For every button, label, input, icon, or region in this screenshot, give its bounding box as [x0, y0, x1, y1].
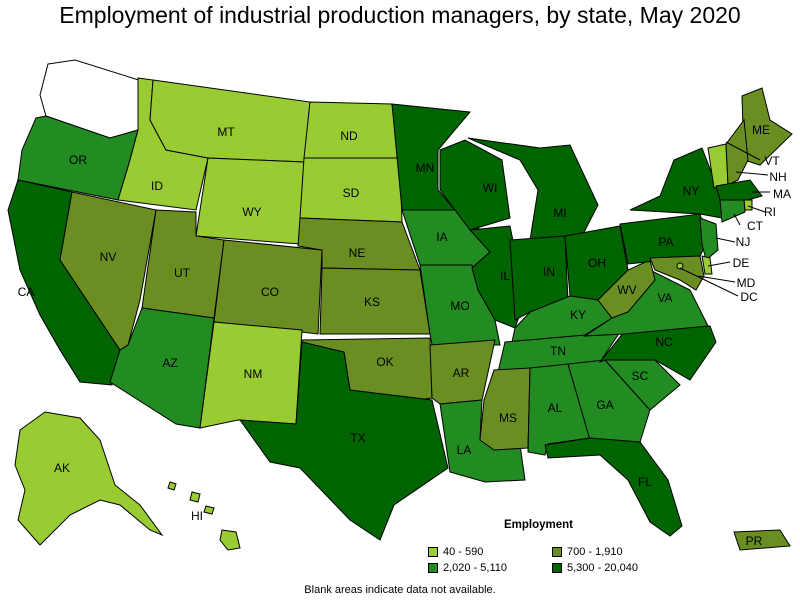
- state-label-al: AL: [548, 401, 563, 415]
- state-nj[interactable]: [699, 217, 719, 261]
- state-tx[interactable]: [238, 341, 449, 541]
- state-label-ca: CA: [18, 285, 35, 299]
- state-label-ky: KY: [570, 308, 586, 322]
- state-label-me: ME: [752, 123, 770, 137]
- state-label-nc: NC: [655, 335, 673, 349]
- state-label-mn: MN: [416, 161, 435, 175]
- state-label-nd: ND: [340, 129, 358, 143]
- state-label-id: ID: [151, 179, 163, 193]
- state-label-ia: IA: [436, 230, 447, 244]
- state-label-vt: VT: [764, 154, 780, 168]
- state-label-va: VA: [657, 291, 672, 305]
- state-label-wi: WI: [483, 181, 498, 195]
- state-label-ak: AK: [54, 461, 70, 475]
- legend-item: 40 - 590: [428, 546, 483, 558]
- state-ak[interactable]: [14, 411, 164, 546]
- state-label-pr: PR: [746, 534, 763, 548]
- state-label-sd: SD: [343, 186, 360, 200]
- state-ga[interactable]: [567, 359, 651, 443]
- state-label-oh: OH: [588, 256, 606, 270]
- state-label-ga: GA: [596, 398, 613, 412]
- state-label-co: CO: [261, 285, 279, 299]
- legend-swatch: [552, 563, 562, 573]
- state-de[interactable]: [701, 255, 713, 275]
- footnote: Blank areas indicate data not available.: [304, 584, 496, 596]
- state-label-tx: TX: [350, 431, 365, 445]
- state-mt[interactable]: [149, 79, 311, 163]
- state-label-tn: TN: [550, 344, 566, 358]
- state-label-de: DE: [733, 256, 750, 270]
- state-label-ct: CT: [747, 219, 764, 233]
- legend-item: 2,020 - 5,110: [428, 562, 507, 574]
- state-label-mt: MT: [217, 125, 235, 139]
- map-title: Employment of industrial production mana…: [59, 2, 741, 28]
- state-hi[interactable]: [167, 481, 241, 551]
- state-label-md: MD: [737, 276, 756, 290]
- state-label-hi: HI: [191, 509, 203, 523]
- state-label-ne: NE: [349, 246, 366, 260]
- state-label-dc: DC: [740, 290, 758, 304]
- state-wy[interactable]: [195, 157, 305, 245]
- state-label-mi: MI: [553, 206, 566, 220]
- legend-label: 5,300 - 20,040: [567, 562, 638, 574]
- state-wv[interactable]: [597, 259, 656, 319]
- state-shapes: [7, 59, 793, 551]
- state-label-ri: RI: [764, 205, 776, 219]
- legend-swatch: [428, 563, 438, 573]
- state-label-ut: UT: [174, 266, 191, 280]
- state-co[interactable]: [213, 239, 323, 335]
- state-label-nh: NH: [769, 170, 786, 184]
- state-nh[interactable]: [725, 118, 749, 186]
- state-ms[interactable]: [479, 367, 531, 451]
- state-ny[interactable]: [629, 147, 723, 219]
- state-label-nj: NJ: [736, 235, 751, 249]
- state-label-wv: WV: [617, 283, 636, 297]
- state-label-la: LA: [457, 443, 472, 457]
- state-label-nm: NM: [244, 367, 263, 381]
- state-label-fl: FL: [638, 475, 652, 489]
- state-label-ok: OK: [376, 355, 393, 369]
- legend-swatch: [428, 547, 438, 557]
- state-label-ar: AR: [453, 366, 470, 380]
- legend-title: Employment: [504, 519, 574, 531]
- state-label-or: OR: [69, 153, 87, 167]
- state-labels: OR CA ID NV MT WY UT AZ CO NM ND SD NE KS OK TX MN IA MO AR…: [18, 123, 791, 548]
- state-wi[interactable]: [439, 139, 511, 231]
- state-label-nv: NV: [100, 250, 117, 264]
- leader-lines: [679, 141, 770, 297]
- legend-label: 40 - 590: [443, 546, 484, 558]
- state-label-ny: NY: [683, 184, 700, 198]
- state-fl[interactable]: [544, 437, 683, 537]
- state-label-wy: WY: [242, 205, 261, 219]
- state-pr[interactable]: [733, 529, 791, 551]
- legend-item: 700 - 1,910: [552, 546, 623, 558]
- state-label-mo: MO: [450, 299, 469, 313]
- state-ct[interactable]: [719, 199, 746, 223]
- state-label-in: IN: [543, 265, 555, 279]
- legend-label: 2,020 - 5,110: [443, 562, 508, 574]
- legend-item: 5,300 - 20,040: [552, 562, 638, 574]
- state-label-pa: PA: [658, 235, 673, 249]
- state-md[interactable]: [649, 255, 705, 291]
- state-label-az: AZ: [162, 356, 177, 370]
- state-label-il: IL: [500, 269, 510, 283]
- legend-label: 700 - 1,910: [567, 546, 623, 558]
- state-label-ms: MS: [499, 411, 517, 425]
- state-ma[interactable]: [715, 179, 763, 201]
- state-dc[interactable]: [676, 262, 684, 270]
- state-label-sc: SC: [632, 369, 649, 383]
- state-label-ma: MA: [773, 187, 791, 201]
- legend-swatch: [552, 547, 562, 557]
- state-label-ks: KS: [364, 295, 380, 309]
